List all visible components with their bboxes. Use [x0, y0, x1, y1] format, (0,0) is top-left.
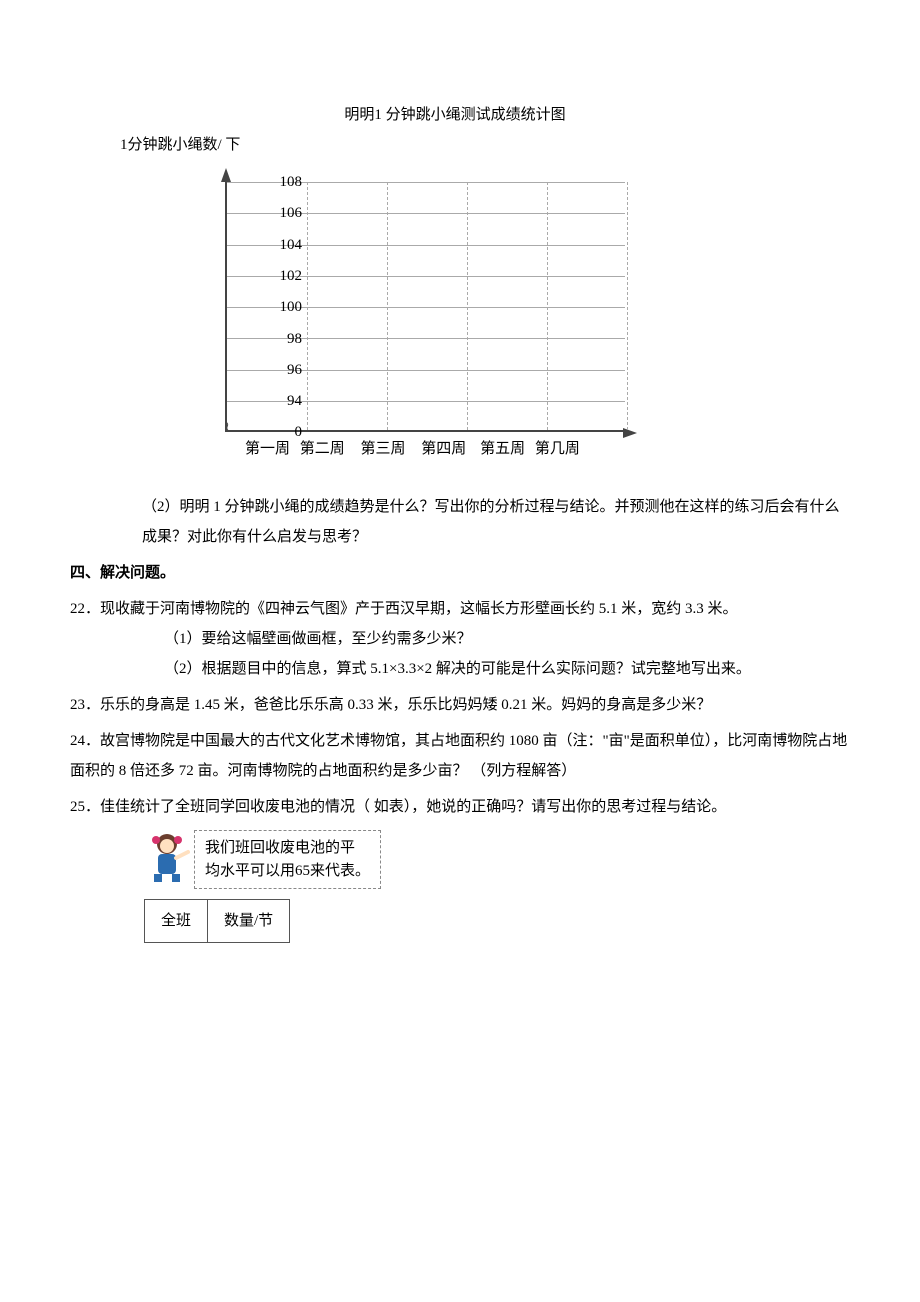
table-cell: 数量/节 [208, 900, 290, 943]
chart-container: 明明1 分钟跳小绳测试成绩统计图 1分钟跳小绳数/ 下 ≀ 108 106 10… [120, 100, 850, 472]
bubble-line: 均水平可以用65来代表。 [205, 860, 370, 883]
question-22-sub2: （2）根据题目中的信息，算式 5.1×3.3×2 解决的可能是什么实际问题？试完… [164, 654, 850, 684]
y-tick-label: 94 [232, 386, 302, 416]
x-tick-label: 第五周 [480, 434, 525, 464]
y-tick-label: 106 [232, 198, 302, 228]
question-24: 24．故宫博物院是中国最大的古代文化艺术博物馆，其占地面积约 1080 亩（注：… [70, 726, 850, 786]
table-row: 全班 数量/节 [145, 900, 290, 943]
x-axis-arrow-icon [623, 428, 637, 438]
x-axis-title: 第几周 [535, 434, 580, 464]
gridline-v [627, 182, 628, 430]
question-number: 22． [70, 601, 100, 617]
x-tick-label: 第四周 [421, 434, 466, 464]
y-axis-arrow-icon [221, 168, 231, 182]
y-tick-label: 96 [232, 355, 302, 385]
question-stem: 故宫博物院是中国最大的古代文化艺术博物馆，其占地面积约 1080 亩（注："亩"… [70, 733, 847, 779]
table-cell: 全班 [145, 900, 208, 943]
question-23: 23．乐乐的身高是 1.45 米，爸爸比乐乐高 0.33 米，乐乐比妈妈矮 0.… [70, 690, 850, 720]
question-number: 23． [70, 697, 100, 713]
gridline-v [467, 182, 468, 430]
section-heading-4: 四、解决问题。 [70, 558, 850, 588]
question-stem: 现收藏于河南博物院的《四神云气图》产于西汉早期，这幅长方形壁画长约 5.1 米，… [100, 601, 738, 617]
y-tick-label: 104 [232, 230, 302, 260]
question-stem: 佳佳统计了全班同学回收废电池的情况（ 如表），她说的正确吗？请写出你的思考过程与… [100, 799, 726, 815]
x-tick-label: 第二周 [300, 434, 345, 464]
question-22-sub1: （1）要给这幅壁画做画框，至少约需多少米？ [164, 624, 850, 654]
y-tick-label: 100 [232, 292, 302, 322]
gridline-v [547, 182, 548, 430]
chart-title: 明明1 分钟跳小绳测试成绩统计图 [120, 100, 850, 130]
y-tick-label: 98 [232, 324, 302, 354]
y-tick-label: 108 [232, 167, 302, 197]
gridline-v [307, 182, 308, 430]
question-25: 25．佳佳统计了全班同学回收废电池的情况（ 如表），她说的正确吗？请写出你的思考… [70, 792, 850, 943]
student-avatar-icon [144, 830, 190, 884]
question-number: 25． [70, 799, 100, 815]
y-tick-label: 102 [232, 261, 302, 291]
question-number: 24． [70, 733, 100, 749]
x-tick-label: 第三周 [361, 434, 406, 464]
axis-break-icon: ≀ [225, 414, 230, 438]
x-axis-labels: 第一周 第二周 第三周 第四周 第五周 第几周 [245, 434, 586, 464]
x-tick-label: 第一周 [245, 434, 290, 464]
speech-bubble: 我们班回收废电池的平 均水平可以用65来代表。 [194, 830, 381, 889]
gridline-v [387, 182, 388, 430]
question-22: 22．现收藏于河南博物院的《四神云气图》产于西汉早期，这幅长方形壁画长约 5.1… [70, 594, 850, 684]
question-stem: 乐乐的身高是 1.45 米，爸爸比乐乐高 0.33 米，乐乐比妈妈矮 0.21 … [100, 697, 711, 713]
chart-plot-area: ≀ 108 106 104 102 100 98 96 94 0 第一周 第二周… [150, 162, 710, 472]
battery-table: 全班 数量/节 [144, 899, 290, 943]
question-sub-2: （2）明明 1 分钟跳小绳的成绩趋势是什么？写出你的分析过程与结论。并预测他在这… [142, 492, 850, 552]
bubble-line: 我们班回收废电池的平 [205, 837, 370, 860]
speech-block: 我们班回收废电池的平 均水平可以用65来代表。 全班 数量/节 [144, 830, 850, 943]
chart-y-axis-label: 1分钟跳小绳数/ 下 [120, 130, 850, 160]
